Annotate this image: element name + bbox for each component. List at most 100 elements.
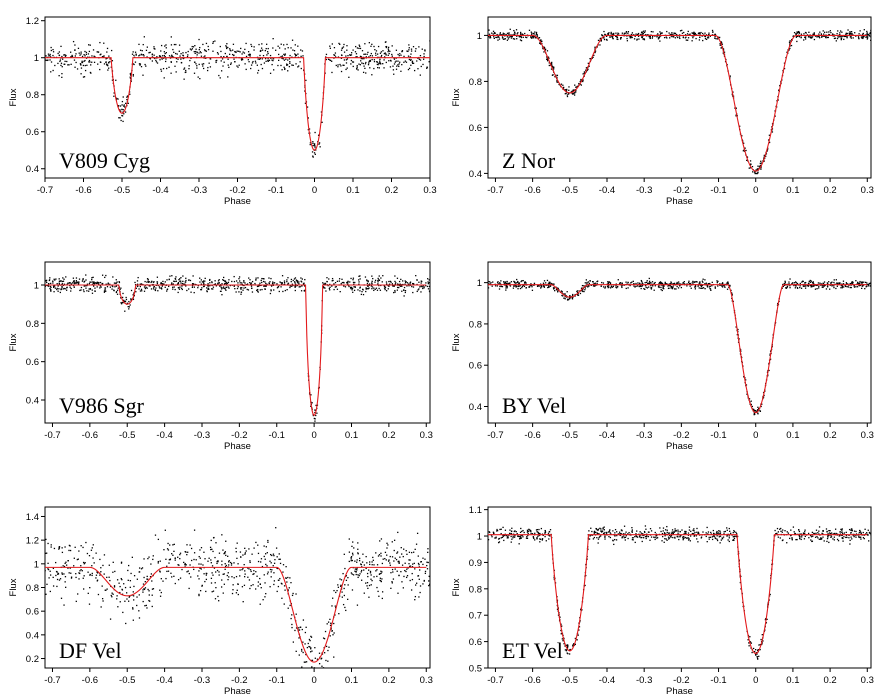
data-point <box>365 582 367 584</box>
data-point <box>88 603 91 605</box>
data-point <box>431 57 432 58</box>
data-point <box>651 37 653 39</box>
data-point <box>699 282 701 284</box>
data-point <box>608 32 610 34</box>
data-point <box>268 277 270 279</box>
data-point <box>380 54 383 57</box>
data-point <box>498 38 501 40</box>
data-point <box>539 40 542 42</box>
data-point <box>228 53 231 55</box>
data-point <box>870 36 871 38</box>
data-point <box>807 285 810 287</box>
x-tick-label: 0.3 <box>861 675 874 686</box>
data-point <box>241 282 243 284</box>
data-point <box>837 36 839 38</box>
data-point <box>62 277 64 279</box>
data-point <box>650 287 653 289</box>
data-point <box>323 638 326 640</box>
data-point <box>417 555 419 557</box>
data-point <box>201 584 203 587</box>
data-point <box>87 571 89 573</box>
data-point <box>391 55 393 57</box>
data-point <box>144 587 147 589</box>
data-point <box>108 67 110 69</box>
data-point <box>568 653 571 655</box>
data-point <box>702 39 704 42</box>
data-point <box>225 540 227 542</box>
data-point <box>721 282 724 284</box>
data-point <box>145 604 147 607</box>
data-point <box>860 36 863 38</box>
data-point <box>605 533 608 535</box>
data-point <box>122 299 125 302</box>
data-point <box>648 282 651 285</box>
data-point <box>421 48 423 50</box>
data-point <box>663 285 665 287</box>
data-point <box>379 61 381 64</box>
data-point <box>295 650 297 652</box>
data-point <box>91 55 93 57</box>
data-point <box>329 289 331 291</box>
data-point <box>429 40 430 42</box>
data-point <box>706 285 709 287</box>
data-point <box>674 536 676 539</box>
data-point <box>715 532 718 534</box>
data-point <box>711 285 713 287</box>
data-point <box>269 560 271 562</box>
data-point <box>711 29 714 32</box>
data-point <box>603 526 605 528</box>
data-point <box>862 37 864 40</box>
data-point <box>66 60 68 63</box>
data-point <box>151 53 154 55</box>
data-point <box>349 281 351 283</box>
data-point <box>139 54 141 56</box>
data-point <box>178 288 181 290</box>
data-point <box>813 532 815 535</box>
data-point <box>709 536 712 538</box>
data-point <box>377 283 379 285</box>
data-point <box>530 284 533 287</box>
data-point <box>62 288 64 290</box>
data-point <box>381 571 383 573</box>
data-point <box>65 564 68 566</box>
data-point <box>763 160 765 162</box>
data-point <box>204 580 206 583</box>
data-point <box>381 562 384 565</box>
data-point <box>225 281 227 284</box>
data-point <box>263 555 265 558</box>
data-point <box>271 554 273 557</box>
data-point <box>419 591 421 594</box>
data-point <box>196 65 198 67</box>
data-point <box>309 646 311 648</box>
data-point <box>584 289 586 291</box>
data-point <box>225 289 227 291</box>
data-point <box>520 39 523 42</box>
data-point <box>175 276 177 278</box>
data-point <box>159 570 161 572</box>
data-point <box>868 282 870 285</box>
data-point <box>291 623 293 626</box>
data-point <box>109 286 112 288</box>
data-point <box>410 64 412 66</box>
data-point <box>250 282 253 284</box>
data-point <box>289 604 291 607</box>
data-point <box>280 286 282 288</box>
data-point <box>181 568 183 571</box>
x-tick-label: -0.5 <box>562 185 578 196</box>
data-point <box>600 285 602 287</box>
data-point <box>586 281 588 284</box>
data-point <box>153 54 155 56</box>
data-point <box>406 282 409 284</box>
data-point <box>536 34 538 36</box>
data-point <box>329 635 331 637</box>
data-point <box>669 33 671 36</box>
data-point <box>134 61 137 63</box>
data-point <box>857 282 859 284</box>
data-point <box>810 284 812 287</box>
data-point <box>728 286 730 289</box>
data-point <box>83 60 85 62</box>
data-point <box>427 288 430 290</box>
x-tick-label: -0.1 <box>269 430 285 441</box>
data-point <box>127 102 129 104</box>
data-point <box>297 53 299 55</box>
